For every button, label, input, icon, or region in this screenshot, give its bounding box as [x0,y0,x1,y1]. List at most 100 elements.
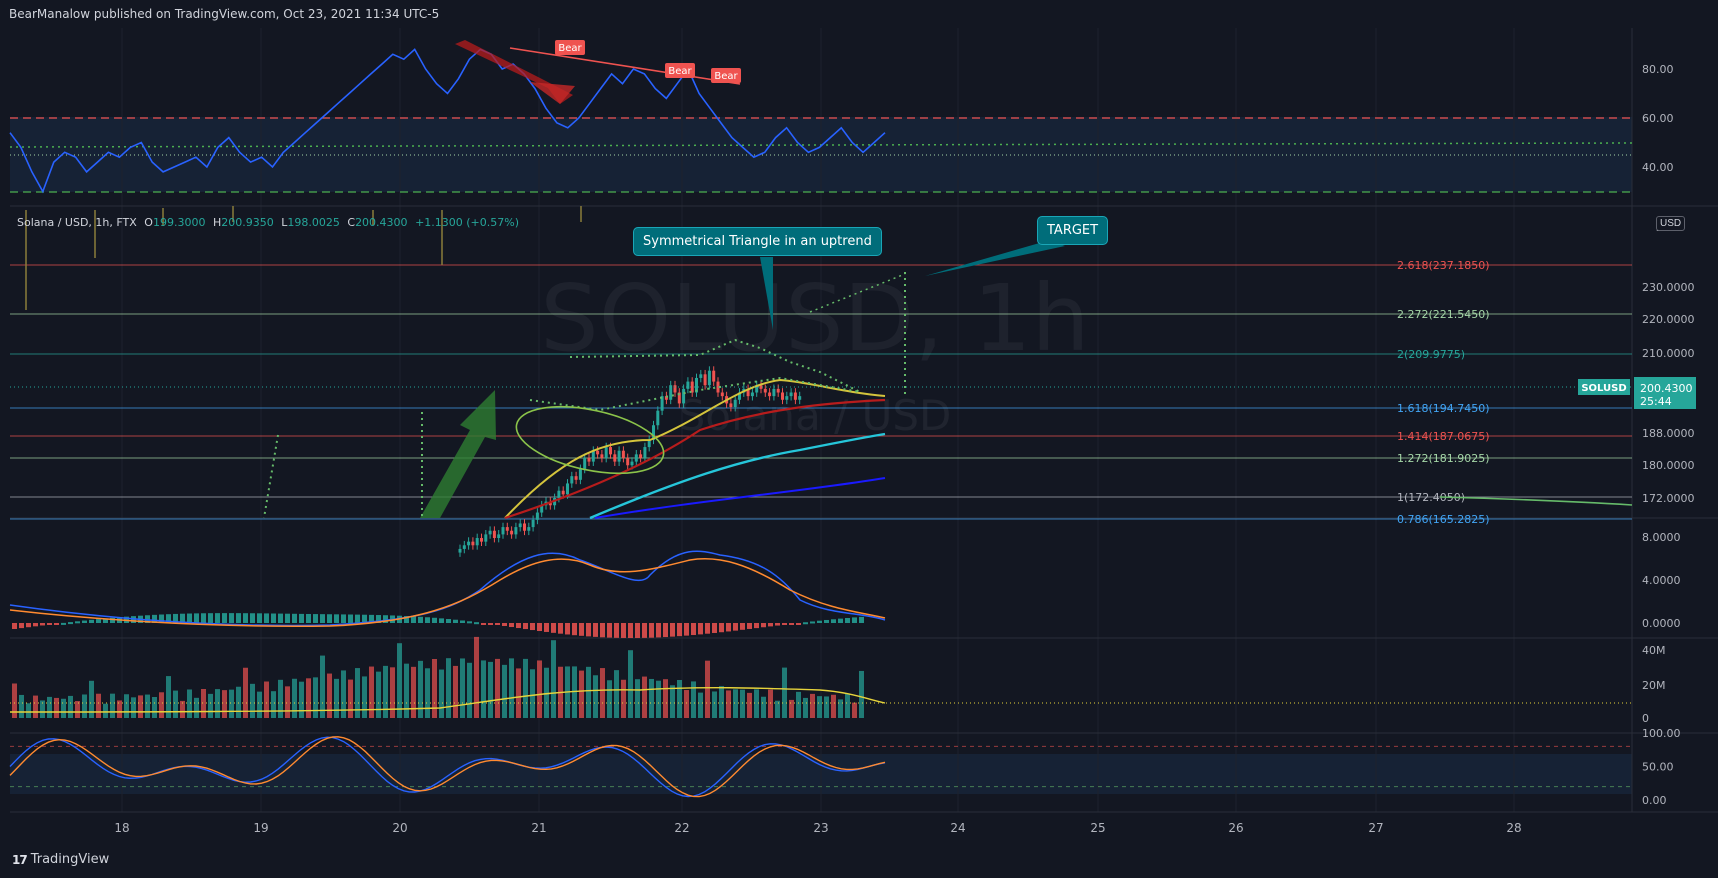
price-tick-label: 220.0000 [1642,313,1695,326]
volume-bar [362,676,367,718]
macd-hist-bar [425,617,430,623]
candle-body [626,457,630,466]
macd-hist-bar [460,620,465,623]
legend-open: 199.3000 [152,216,206,229]
macd-hist-bar [831,619,836,623]
volume-bar [817,696,822,718]
volume-bar [278,679,283,718]
volume-pane [9,636,1632,718]
triangle-callout[interactable]: Symmetrical Triangle in an uptrend [633,227,882,256]
candle-body [768,392,772,397]
volume-bar [229,689,234,718]
macd-hist-bar [544,623,549,632]
volume-bar [859,670,864,718]
candle-body [621,450,625,458]
price-tick-label: 230.0000 [1642,281,1695,294]
candle-body [570,476,574,484]
candle-body [510,530,514,535]
macd-hist-bar [159,614,164,623]
pane-separators [10,28,1718,813]
macd-hist-bar [572,623,577,636]
candle-body [729,403,733,408]
symbol-legend: Solana / USD, 1h, FTX O199.3000 H200.935… [17,216,519,229]
volume-bar [754,689,759,718]
macd-hist-bar [19,623,24,629]
chart-canvas[interactable]: Bear Bear Bear SOLUSD, 1h Solana / USD 2.618… [0,0,1718,846]
macd-hist-bar [467,621,472,624]
volume-bar [852,702,857,718]
macd-hist-bar [334,614,339,623]
price-tick-label: 172.0000 [1642,492,1695,505]
candle-body [475,538,479,546]
candle-body [596,450,600,455]
macd-hist-bar [306,613,311,623]
fib-label-0: 2.618(237.1850) [1397,259,1490,272]
candle-body [755,385,759,393]
volume-bar [628,650,633,718]
macd-pane [9,550,886,639]
macd-hist-bar [257,613,262,623]
candle-body [686,381,690,389]
macd-hist-bar [670,623,675,637]
candle-body [763,388,767,393]
volume-bar [19,694,24,718]
volume-bar [439,669,444,718]
macd-hist-bar [152,614,157,623]
volume-bar [831,694,836,718]
volume-bar [530,669,535,718]
macd-hist-bar [852,617,857,623]
candle-body [682,388,686,404]
volume-bar [803,697,808,718]
x-tick-label: 23 [813,821,828,835]
pattern-ellipse [515,405,665,475]
volume-bar [117,700,122,718]
candle-body [738,392,741,400]
macd-hist-bar [614,623,619,638]
last-price-countdown: 25:44 [1640,395,1672,408]
volume-bar [376,671,381,718]
volume-bar [334,678,339,718]
volume-bar [495,658,500,718]
volume-bar [82,694,87,718]
macd-hist-bar [565,623,570,635]
volume-bar [698,692,703,718]
macd-hist-bar [761,623,766,628]
candle-body [578,468,582,480]
currency-badge[interactable]: USD [1656,216,1686,231]
volume-bar [614,670,619,718]
candle-body [707,370,711,386]
triangle-upper [569,338,861,393]
macd-hist-bar [796,623,801,625]
candle-body [643,447,647,458]
stoch-tick-label: 100.00 [1642,727,1681,740]
candle-body [561,490,565,495]
volume-bar [600,668,605,718]
macd-hist-bar [747,623,752,629]
macd-hist-bar [509,623,514,628]
macd-hist-bar [89,619,94,623]
candle-body [604,447,608,458]
volume-bar [187,689,192,718]
macd-hist-bar [222,613,227,623]
macd-tick-label: 4.0000 [1642,574,1681,587]
target-callout[interactable]: TARGET [1037,216,1109,245]
volume-bar [341,670,346,718]
macd-hist-bar [215,613,220,623]
fib-label-3: 1.618(194.7450) [1397,402,1490,415]
symbol-badge-text: SOLUSD [1581,383,1626,394]
candle-body [639,454,643,458]
volume-bar [747,692,752,718]
volume-bar [264,681,269,718]
candle-body [634,454,638,462]
macd-line [9,550,886,627]
volume-bar [509,658,514,718]
candle-body [613,454,617,462]
macd-hist-bar [33,623,38,627]
macd-hist-bar [194,613,199,623]
volume-bar [719,686,724,718]
tradingview-logo[interactable]: 17 TradingView [12,852,109,867]
publish-info-text: BearManalow published on TradingView.com… [9,7,440,21]
candle-body [776,388,780,393]
volume-tick-label: 40M [1642,644,1666,657]
candle-body [574,476,578,480]
